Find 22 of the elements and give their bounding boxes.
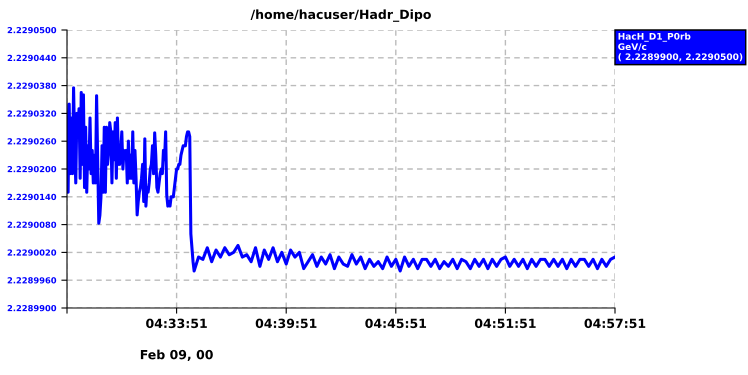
x-tick-label: 04:57:51 bbox=[584, 318, 646, 328]
y-tick-label: 2.2290320 bbox=[8, 110, 56, 117]
line-series bbox=[67, 86, 615, 272]
y-tick-label: 2.2290440 bbox=[8, 54, 56, 62]
y-tick-label: 2.2290500 bbox=[8, 26, 56, 34]
y-tick-label: 2.2290140 bbox=[8, 194, 56, 200]
y-tick-label: 2.2290080 bbox=[8, 222, 56, 228]
y-tick-label: 2.2290260 bbox=[8, 138, 56, 144]
text: ( 2.2289900, 2.2290500) bbox=[618, 53, 742, 62]
x-tick-label: 04:45:51 bbox=[365, 318, 426, 328]
x-tick-label: 04:39:51 bbox=[256, 318, 316, 328]
y-tick-label: 2.2289960 bbox=[8, 277, 56, 284]
chart-title: /home/hacuser/Hadr_Dipo bbox=[250, 9, 431, 22]
text: HacH_D1_P0rb bbox=[618, 32, 690, 42]
y-tick-label: 2.2289900 bbox=[8, 304, 56, 312]
y-tick-label: 2.2290380 bbox=[8, 82, 56, 89]
x-tick-label: 04:33:51 bbox=[146, 318, 207, 328]
y-tick-label: 2.2290020 bbox=[8, 249, 56, 256]
y-tick-label: 2.2290200 bbox=[8, 166, 56, 172]
x-tick-label: 04:51:51 bbox=[474, 318, 536, 328]
text: Feb 09, 00 bbox=[140, 350, 213, 361]
y-axis-title: GeV/c bbox=[618, 43, 646, 51]
